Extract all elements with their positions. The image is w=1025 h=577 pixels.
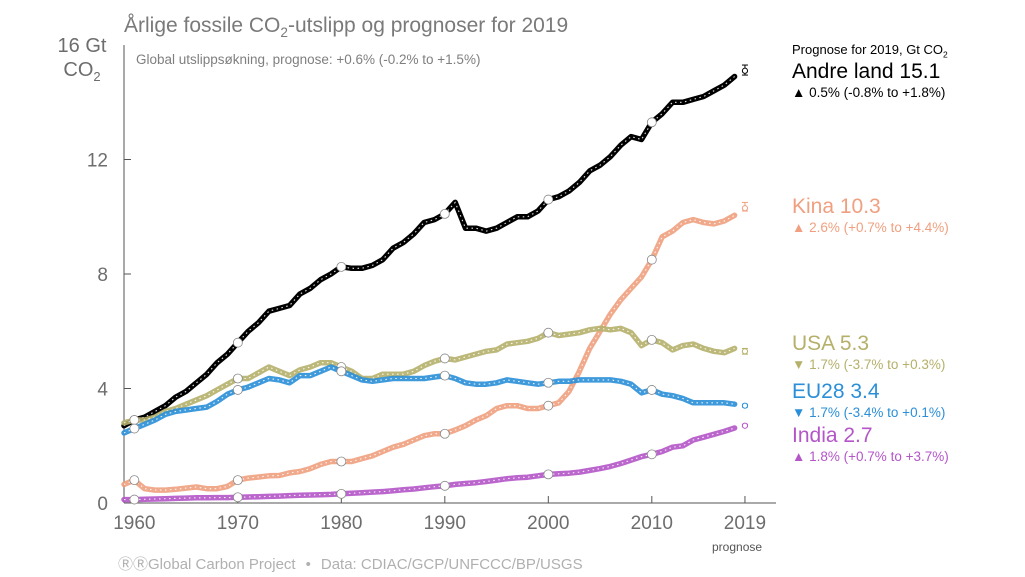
legend-change: ▼ 1.7% (-3.4% to +0.1%) <box>792 405 946 420</box>
legend-name: Kina 10.3 <box>792 195 881 218</box>
up-arrow-icon: ▲ <box>792 85 806 100</box>
data-point-eu28 <box>439 370 450 381</box>
legend-change: ▲ 2.6% (+0.7% to +4.4%) <box>792 220 949 235</box>
data-point-andre-land <box>646 117 657 128</box>
data-point-india <box>232 492 243 503</box>
x-tick-label: 1980 <box>320 513 362 534</box>
data-point-india <box>439 480 450 491</box>
global-growth-note: Global utslippsøkning, prognose: +0.6% (… <box>136 52 481 67</box>
series-dots-eu28 <box>123 366 735 434</box>
data-point-kina <box>646 254 657 265</box>
series-line-kina <box>121 212 738 493</box>
data-point-andre-land <box>336 261 347 272</box>
data-point-andre-land <box>543 194 554 205</box>
data-point-kina <box>232 475 243 486</box>
projection-point-india <box>741 422 749 429</box>
prognose-label: prognose <box>712 540 763 554</box>
data-point-eu28 <box>336 366 347 377</box>
up-arrow-icon: ▲ <box>792 449 806 464</box>
data-point-eu28 <box>543 377 554 388</box>
y-axis-label: 16 Gt CO2 <box>57 35 107 84</box>
data-point-kina <box>336 456 347 467</box>
data-point-kina <box>543 400 554 411</box>
data-point-usa <box>129 415 140 425</box>
data-point-eu28 <box>232 385 243 395</box>
series-dots-india <box>124 427 735 501</box>
series-line-usa <box>121 325 738 426</box>
projection-point-kina <box>741 205 749 212</box>
y-tick-label: 12 <box>87 151 108 172</box>
data-point-andre-land <box>439 208 450 219</box>
projection-point-usa <box>741 348 749 355</box>
chart-title: Årlige fossile CO2-utslipp og prognoser … <box>124 14 569 41</box>
data-point-eu28 <box>646 385 657 395</box>
y-tick-label: 0 <box>97 494 108 515</box>
data-point-usa <box>646 334 657 345</box>
cc-license-icon: ⓇⓇ <box>118 556 149 573</box>
data-point-india <box>336 488 347 499</box>
down-arrow-icon: ▼ <box>792 405 806 420</box>
legend-header: Prognose for 2019, Gt CO2 <box>792 42 948 60</box>
x-tick-label: 1970 <box>217 513 259 534</box>
legend-change: ▼ 1.7% (-3.7% to +0.3%) <box>792 357 946 372</box>
legend-item-kina: Kina 10.3 ▲ 2.6% (+0.7% to +4.4%) <box>792 195 949 237</box>
legend-change: ▲ 0.5% (-0.8% to +1.8%) <box>792 85 946 100</box>
legend-item-india: India 2.7 ▲ 1.8% (+0.7% to +3.7%) <box>792 424 949 466</box>
x-tick-label: 1960 <box>113 513 155 534</box>
legend-name: India 2.7 <box>792 424 873 447</box>
series-dots-kina <box>123 214 735 491</box>
footer-source: Global Carbon Project <box>148 556 296 573</box>
data-point-india <box>646 449 657 460</box>
footer: cc-by ⓇⓇGlobal Carbon Project•Data: CDIA… <box>118 553 583 574</box>
legend-name: Andre land 15.1 <box>792 60 941 83</box>
x-tick-label: 2010 <box>631 513 673 534</box>
data-point-india <box>129 494 140 505</box>
data-point-andre-land <box>232 337 243 348</box>
y-tick-label: 8 <box>97 265 108 286</box>
data-point-kina <box>439 428 450 439</box>
down-arrow-icon: ▼ <box>792 357 806 372</box>
data-point-usa <box>439 353 450 364</box>
legend-name: EU28 3.4 <box>792 380 880 403</box>
series-line-eu28 <box>121 364 738 436</box>
projection-point-andre-land <box>741 67 749 74</box>
data-point-usa <box>543 327 554 338</box>
legend-change: ▲ 1.8% (+0.7% to +3.7%) <box>792 449 949 464</box>
data-point-eu28 <box>129 423 140 434</box>
data-point-india <box>543 469 554 480</box>
data-point-usa <box>232 373 243 384</box>
x-tick-label: 2000 <box>527 513 569 534</box>
y-tick-label: 4 <box>97 380 108 401</box>
series-dots-andre-land <box>123 76 735 427</box>
footer-separator: • <box>305 556 311 573</box>
x-tick-label: 1990 <box>424 513 466 534</box>
series-line-andre-land <box>121 73 738 429</box>
footer-data-credit: Data: CDIAC/GCP/UNFCCC/BP/USGS <box>320 556 583 573</box>
x-tick-label: 2019 <box>724 513 766 534</box>
projection-point-eu28 <box>741 402 749 409</box>
up-arrow-icon: ▲ <box>792 220 806 235</box>
legend-item-andre-land: Andre land 15.1 ▲ 0.5% (-0.8% to +1.8%) <box>792 60 945 102</box>
legend-name: USA 5.3 <box>792 332 870 355</box>
legend-item-eu28: EU28 3.4 ▼ 1.7% (-3.4% to +0.1%) <box>792 380 945 422</box>
data-point-kina <box>129 475 140 486</box>
legend-item-usa: USA 5.3 ▼ 1.7% (-3.7% to +0.3%) <box>792 332 945 374</box>
